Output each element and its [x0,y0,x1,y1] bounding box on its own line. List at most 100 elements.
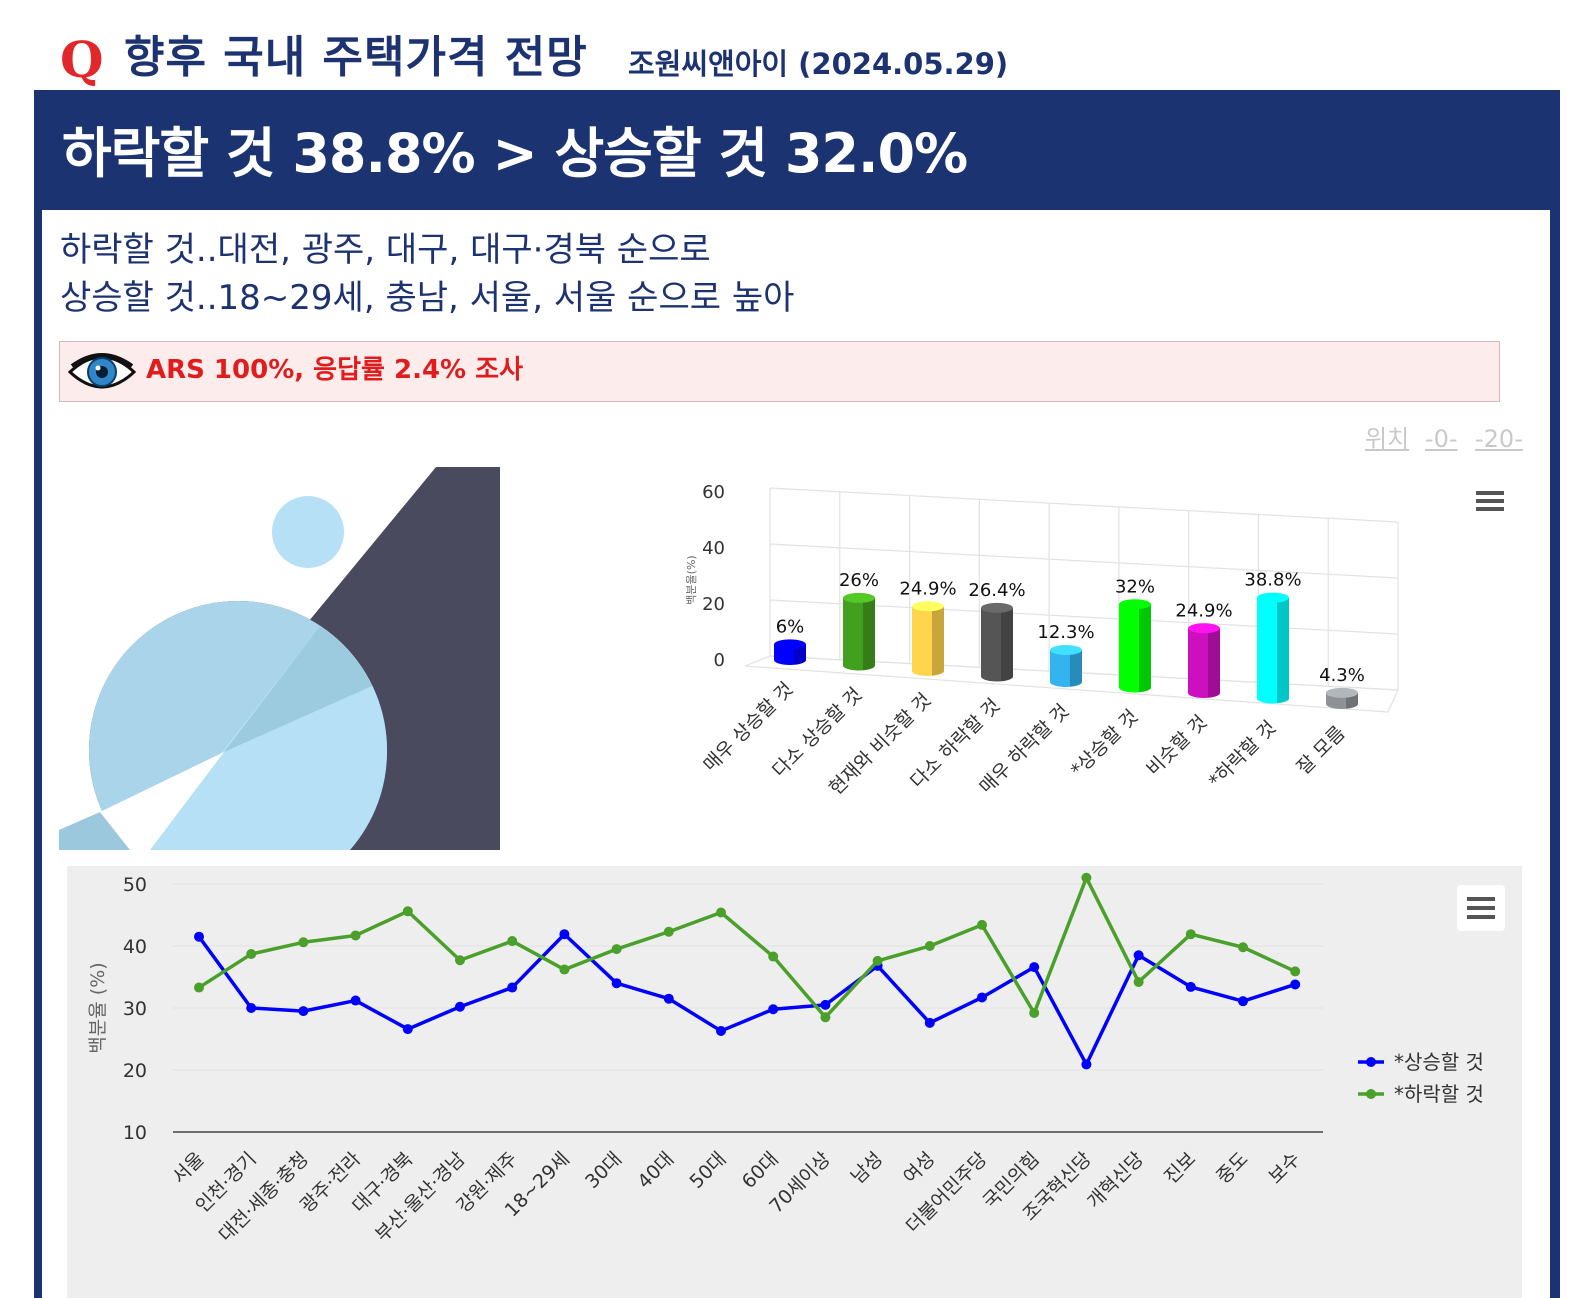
position-link-20[interactable]: -20- [1475,425,1523,453]
line-point [1290,966,1301,977]
line-point [977,992,987,1003]
survey-note: ARS 100%, 응답률 2.4% 조사 [146,355,523,385]
line-point [194,931,204,942]
bar-mark [1119,599,1151,693]
question-mark-label: Q [60,30,104,89]
bar-data-label: 24.9% [1175,600,1232,621]
bar-top [912,601,944,612]
line-chart-series [194,872,1301,1070]
bar-data-label: 26.4% [968,580,1025,601]
bar-top [774,639,806,650]
bar-body-shadow [794,644,806,665]
bar-y-tick-label: 60 [702,482,725,503]
line-point [455,955,465,966]
line-point [924,941,935,951]
line-point [246,1003,257,1013]
line-point [246,949,257,960]
bar-chart-axis: 0 20 40 60 백분율(%) [685,482,725,671]
line-point [820,1012,831,1023]
headline: 하락할 것 38.8% > 상승할 것 32.0% [62,122,968,185]
line-y-tick-label: 40 [123,936,147,958]
bar-mark [912,601,944,676]
line-point [611,978,622,989]
subheadline-rising: 상승할 것..18~29세, 충남, 서울, 서울 순으로 높아 [60,278,795,318]
bar-mark [1050,645,1082,687]
bar-mark [1326,687,1358,709]
line-point [402,906,413,917]
bar-body-shadow [1208,628,1220,698]
bar-body-shadow [932,606,944,676]
subheadline-falling: 하락할 것..대전, 광주, 대구, 대구·경북 순으로 [60,230,711,270]
line-point [716,907,726,918]
eye-icon [68,353,136,389]
bar-body-shadow [1277,597,1289,703]
line-series-path [198,876,1296,1020]
line-chart-grid: 10 20 30 40 50 백분율 (%) [87,874,1323,1144]
bar-top [1257,592,1289,603]
line-point [194,982,204,993]
bar-grid-hline [769,487,1399,523]
bar-body-shadow [1139,604,1151,692]
line-point [872,955,883,966]
line-point [663,993,674,1004]
line-chart-legend[interactable]: *상승할 것 *하락할 것 [1358,1050,1484,1106]
position-link-0[interactable]: -0- [1425,425,1458,453]
bar-data-label: 12.3% [1037,622,1094,643]
line-point [507,982,518,993]
bar-y-axis-label: 백분율(%) [685,555,698,604]
line-point [455,1001,465,1012]
line-y-axis-label: 백분율 (%) [87,962,109,1053]
line-y-tick-label: 20 [123,1060,147,1082]
line-point [1290,979,1301,990]
bar-top [1050,645,1082,656]
bar-y-tick-label: 0 [714,650,725,671]
bar-data-label: 6% [776,616,805,637]
line-point [663,926,674,937]
bar-mark [774,639,806,665]
line-chart-menu-button[interactable] [1457,885,1505,931]
bar-mark [1257,592,1289,704]
line-point [768,951,779,962]
line-point [820,999,831,1010]
line-point [350,930,361,941]
legend-label[interactable]: *하락할 것 [1394,1082,1484,1106]
legend-label[interactable]: *상승할 것 [1394,1050,1484,1074]
line-series-group [194,872,1301,1023]
line-point [559,929,570,940]
bar-top [843,592,875,603]
line-point [1081,1059,1092,1070]
line-chart-background [67,866,1522,1298]
line-point [1238,996,1248,1007]
line-y-tick-label: 50 [123,874,147,896]
line-point [1029,962,1040,973]
line-point [298,1006,309,1017]
line-point [1133,976,1144,987]
line-y-tick-label: 30 [123,998,147,1020]
legend-swatch-point [1366,1057,1376,1067]
bar-data-label: 4.3% [1319,665,1365,686]
bar-data-label: 24.9% [899,578,956,599]
line-point [559,964,570,975]
bar-body-shadow [1070,650,1082,687]
bar-mark [843,592,875,671]
bar-top [1188,623,1220,634]
line-y-tick-label: 10 [123,1122,147,1144]
bar-top [981,602,1013,613]
line-series-group [194,929,1301,1070]
bar-top [1326,687,1358,698]
hamburger-menu-icon[interactable] [1474,488,1506,514]
line-point [768,1004,779,1015]
bar-data-label: 32% [1115,576,1155,597]
line-point [924,1017,935,1028]
bar-top [1119,599,1151,610]
line-point [298,937,309,948]
line-point [1133,950,1144,961]
bar-y-tick-label: 20 [702,594,725,615]
bar-grid-hline [769,543,1399,579]
position-link-label[interactable]: 위치 [1365,425,1410,453]
bar-data-label: 38.8% [1244,570,1301,591]
line-point [611,944,622,955]
line-point [1185,981,1196,992]
bar-data-label: 26% [839,570,879,591]
